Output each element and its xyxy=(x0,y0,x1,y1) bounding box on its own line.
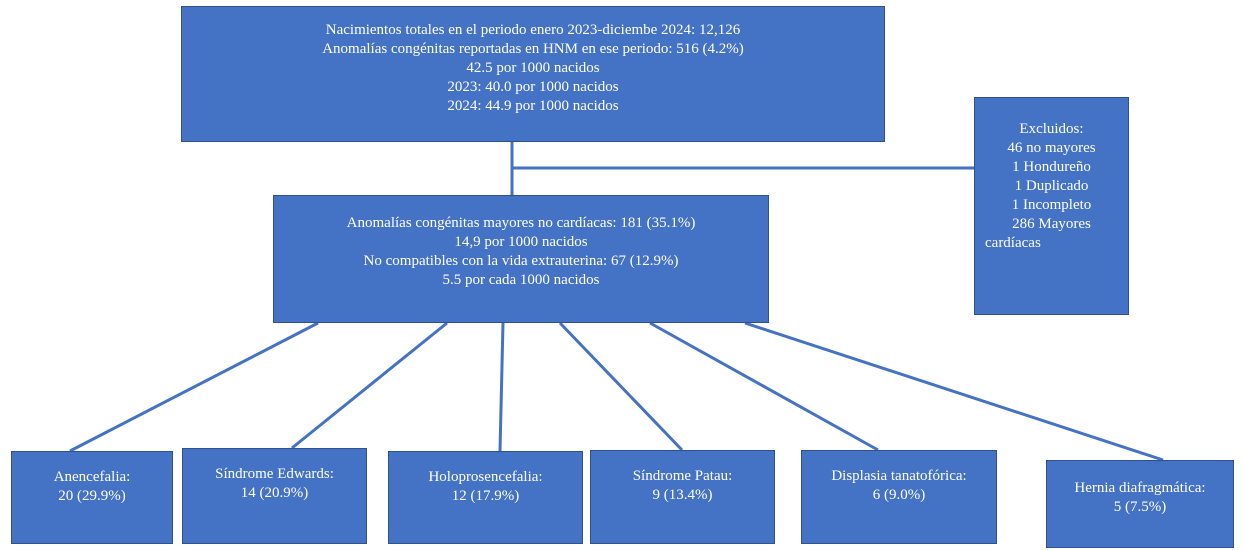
leaf-value: 12 (17.9%) xyxy=(451,488,520,504)
leaf-value: 6 (9.0%) xyxy=(872,487,926,503)
connector-to-hernia xyxy=(744,321,1164,462)
excluded-box-line: 1 Duplicado xyxy=(1014,178,1089,194)
leaf-label: Síndrome Edwards: xyxy=(215,466,334,482)
major-noncardiac-box: Anomalías congénitas mayores no cardíaca… xyxy=(273,195,769,323)
leaf-sindrome-edwards: Síndrome Edwards: 14 (20.9%) xyxy=(182,448,367,544)
leaf-anencefalia: Anencefalia: 20 (29.9%) xyxy=(11,451,173,544)
leaf-label: Displasia tanatofórica: xyxy=(831,468,967,484)
excluded-box: Excluidos: 46 no mayores 1 Hondureño 1 D… xyxy=(974,97,1129,315)
top-box-line: Nacimientos totales en el periodo enero … xyxy=(325,22,741,38)
middle-box-line: 14,9 por 1000 nacidos xyxy=(454,234,588,250)
middle-box-line: Anomalías congénitas mayores no cardíaca… xyxy=(346,215,696,231)
connector-to-patau xyxy=(558,321,684,452)
leaf-value: 14 (20.9%) xyxy=(240,485,309,501)
middle-box-line: 5.5 por cada 1000 nacidos xyxy=(442,272,600,288)
leaf-label: Hernia diafragmática: xyxy=(1074,480,1206,496)
leaf-value: 5 (7.5%) xyxy=(1113,499,1167,515)
leaf-value: 9 (13.4%) xyxy=(652,487,713,503)
excluded-box-line: cardíacas xyxy=(985,235,1041,251)
leaf-label: Holoprosencefalia: xyxy=(428,469,543,485)
leaf-displasia-tanatoforica: Displasia tanatofórica: 6 (9.0%) xyxy=(801,450,997,544)
middle-box-line: No compatibles con la vida extrauterina:… xyxy=(363,253,679,269)
connector-to-anencefalia xyxy=(69,321,319,453)
leaf-label: Síndrome Patau: xyxy=(632,468,733,484)
leaf-sindrome-patau: Síndrome Patau: 9 (13.4%) xyxy=(590,450,775,544)
leaf-value: 20 (29.9%) xyxy=(58,488,126,504)
excluded-box-line: 1 Incompleto xyxy=(1011,197,1092,213)
leaf-label: Anencefalia: xyxy=(53,469,131,485)
connector-to-displasia xyxy=(649,321,879,452)
connector-to-holoprosencefalia xyxy=(498,322,505,452)
top-box-line: 2023: 40.0 por 1000 nacidos xyxy=(447,79,619,95)
connector-to-edwards xyxy=(291,321,448,450)
top-box-line: Anomalías congénitas reportadas en HNM e… xyxy=(322,41,744,57)
leaf-holoprosencefalia: Holoprosencefalia: 12 (17.9%) xyxy=(388,451,583,544)
leaf-hernia-diafragmatica: Hernia diafragmática: 5 (7.5%) xyxy=(1046,460,1234,548)
excluded-box-line: 286 Mayores xyxy=(1012,216,1091,232)
excluded-box-line: 1 Hondureño xyxy=(1012,159,1091,175)
top-box-line: 2024: 44.9 por 1000 nacidos xyxy=(447,98,619,114)
top-box-line: 42.5 por 1000 nacidos xyxy=(466,60,600,76)
excluded-box-line: 46 no mayores xyxy=(1007,140,1096,156)
total-births-box: Nacimientos totales en el periodo enero … xyxy=(181,6,885,142)
excluded-box-line: Excluidos: xyxy=(1019,121,1084,137)
